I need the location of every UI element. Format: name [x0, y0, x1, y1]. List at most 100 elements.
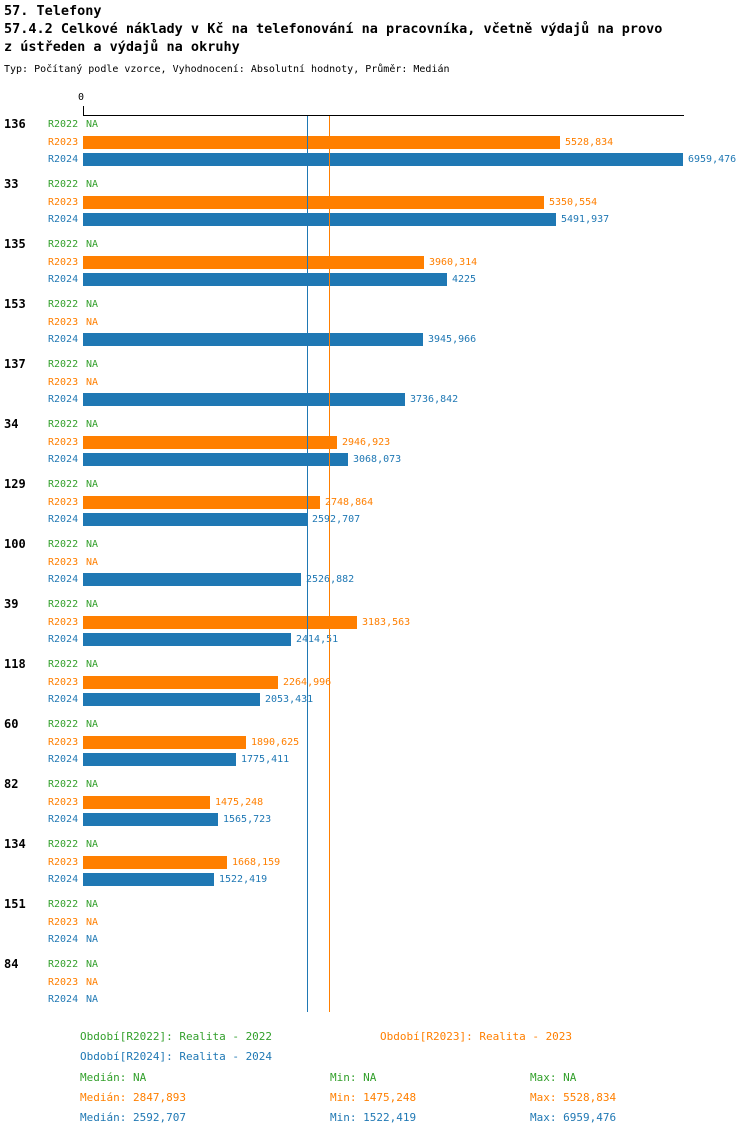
series-label-r2022: R2022 — [48, 719, 79, 730]
series-label-r2024: R2024 — [48, 934, 79, 945]
bar-value-label: 1775,411 — [241, 754, 290, 765]
bar-value-label: 1890,625 — [251, 736, 300, 748]
legend-item-r2023: Období[R2023]: Realita - 2023 — [380, 1030, 573, 1043]
series-label-r2022: R2022 — [48, 659, 79, 670]
series-label-r2023: R2023 — [48, 976, 79, 988]
row-group-id: 33 — [4, 177, 19, 191]
bar-value-label: 2414,51 — [296, 634, 339, 645]
row-group-id: 136 — [4, 117, 26, 131]
series-label-r2023: R2023 — [48, 616, 79, 628]
bar-r2024 — [83, 753, 236, 766]
bar-r2024 — [83, 153, 683, 166]
series-label-r2023: R2023 — [48, 256, 79, 268]
bar-value-label: 2592,707 — [312, 514, 361, 525]
series-label-r2024: R2024 — [48, 634, 79, 645]
bar-value-label: 6959,476 — [688, 154, 737, 165]
row-group-id: 34 — [4, 417, 19, 431]
bar-r2023 — [83, 735, 246, 749]
legend-item-r2024: Období[R2024]: Realita - 2024 — [80, 1050, 273, 1063]
bar-value-label: 1565,723 — [223, 814, 272, 825]
row-group-id: 84 — [4, 957, 19, 971]
series-label-r2022: R2022 — [48, 179, 79, 190]
series-label-r2022: R2022 — [48, 599, 79, 610]
bar-na-label: NA — [86, 539, 99, 550]
bar-r2023 — [83, 255, 424, 269]
bar-r2023 — [83, 495, 320, 509]
bar-r2024 — [83, 693, 260, 706]
series-label-r2023: R2023 — [48, 736, 79, 748]
series-label-r2024: R2024 — [48, 334, 79, 345]
series-label-r2023: R2023 — [48, 196, 79, 208]
x-axis-line — [83, 115, 684, 116]
series-label-r2022: R2022 — [48, 899, 79, 910]
bar-na-label: NA — [86, 419, 99, 430]
bar-na-label: NA — [86, 934, 99, 945]
bar-na-label: NA — [86, 599, 99, 610]
bar-r2023 — [83, 615, 357, 629]
series-label-r2024: R2024 — [48, 694, 79, 705]
bar-na-label: NA — [86, 316, 99, 328]
series-label-r2022: R2022 — [48, 239, 79, 250]
bar-r2024 — [83, 633, 291, 646]
bar-na-label: NA — [86, 239, 99, 250]
series-label-r2024: R2024 — [48, 274, 79, 285]
series-label-r2022: R2022 — [48, 779, 79, 790]
bar-r2024 — [83, 393, 405, 406]
bar-r2023 — [83, 675, 278, 689]
legend-item-r2022: Období[R2022]: Realita - 2022 — [80, 1030, 273, 1043]
row-group-id: 151 — [4, 897, 26, 911]
bar-r2023 — [83, 795, 210, 809]
series-label-r2023: R2023 — [48, 316, 79, 328]
series-label-r2023: R2023 — [48, 676, 79, 688]
stat-max-r2022: Max: NA — [530, 1071, 577, 1084]
bar-value-label: 2946,923 — [342, 436, 391, 448]
bar-na-label: NA — [86, 839, 99, 850]
bar-value-label: 5491,937 — [561, 214, 610, 225]
bar-na-label: NA — [86, 179, 99, 190]
series-label-r2022: R2022 — [48, 299, 79, 310]
bar-r2024 — [83, 213, 556, 226]
series-label-r2023: R2023 — [48, 376, 79, 388]
row-group-id: 134 — [4, 837, 26, 851]
row-group-id: 153 — [4, 297, 26, 311]
bar-value-label: 3068,073 — [353, 454, 402, 465]
bar-value-label: 1522,419 — [219, 874, 268, 885]
bar-value-label: 5528,834 — [565, 136, 614, 148]
bar-r2023 — [83, 135, 560, 149]
series-label-r2023: R2023 — [48, 556, 79, 568]
series-label-r2023: R2023 — [48, 796, 79, 808]
series-label-r2022: R2022 — [48, 839, 79, 850]
bar-na-label: NA — [86, 299, 99, 310]
bar-na-label: NA — [86, 899, 99, 910]
series-label-r2022: R2022 — [48, 959, 79, 970]
chart-subtitle: Typ: Počítaný podle vzorce, Vyhodnocení:… — [4, 64, 450, 75]
bar-na-label: NA — [86, 119, 99, 130]
bar-r2024 — [83, 333, 423, 346]
row-group-id: 129 — [4, 477, 26, 491]
series-label-r2024: R2024 — [48, 994, 79, 1005]
series-label-r2022: R2022 — [48, 539, 79, 550]
median-line-r2024 — [307, 116, 308, 1012]
bar-na-label: NA — [86, 779, 99, 790]
series-label-r2024: R2024 — [48, 154, 79, 165]
page-title: 57. Telefony — [4, 3, 102, 19]
bar-value-label: 2053,431 — [265, 694, 314, 705]
bar-r2024 — [83, 273, 447, 286]
bar-value-label: 3960,314 — [429, 256, 478, 268]
series-label-r2024: R2024 — [48, 214, 79, 225]
bar-na-label: NA — [86, 659, 99, 670]
bar-r2023 — [83, 195, 544, 209]
bar-r2023 — [83, 435, 337, 449]
stat-min-r2022: Min: NA — [330, 1071, 377, 1084]
row-group-id: 60 — [4, 717, 19, 731]
row-group-id: 118 — [4, 657, 26, 671]
bar-r2024 — [83, 873, 214, 886]
series-label-r2023: R2023 — [48, 916, 79, 928]
bar-value-label: 3736,842 — [410, 394, 459, 405]
chart-title-line2: z ústředen a výdajů na okruhy — [4, 39, 240, 55]
bar-chart: 136 R2022 NA R2023 5528,834 R2024 6959,476 33 R2… — [0, 115, 750, 1015]
series-label-r2024: R2024 — [48, 574, 79, 585]
row-group-id: 100 — [4, 537, 26, 551]
series-label-r2024: R2024 — [48, 754, 79, 765]
row-group-id: 39 — [4, 597, 19, 611]
